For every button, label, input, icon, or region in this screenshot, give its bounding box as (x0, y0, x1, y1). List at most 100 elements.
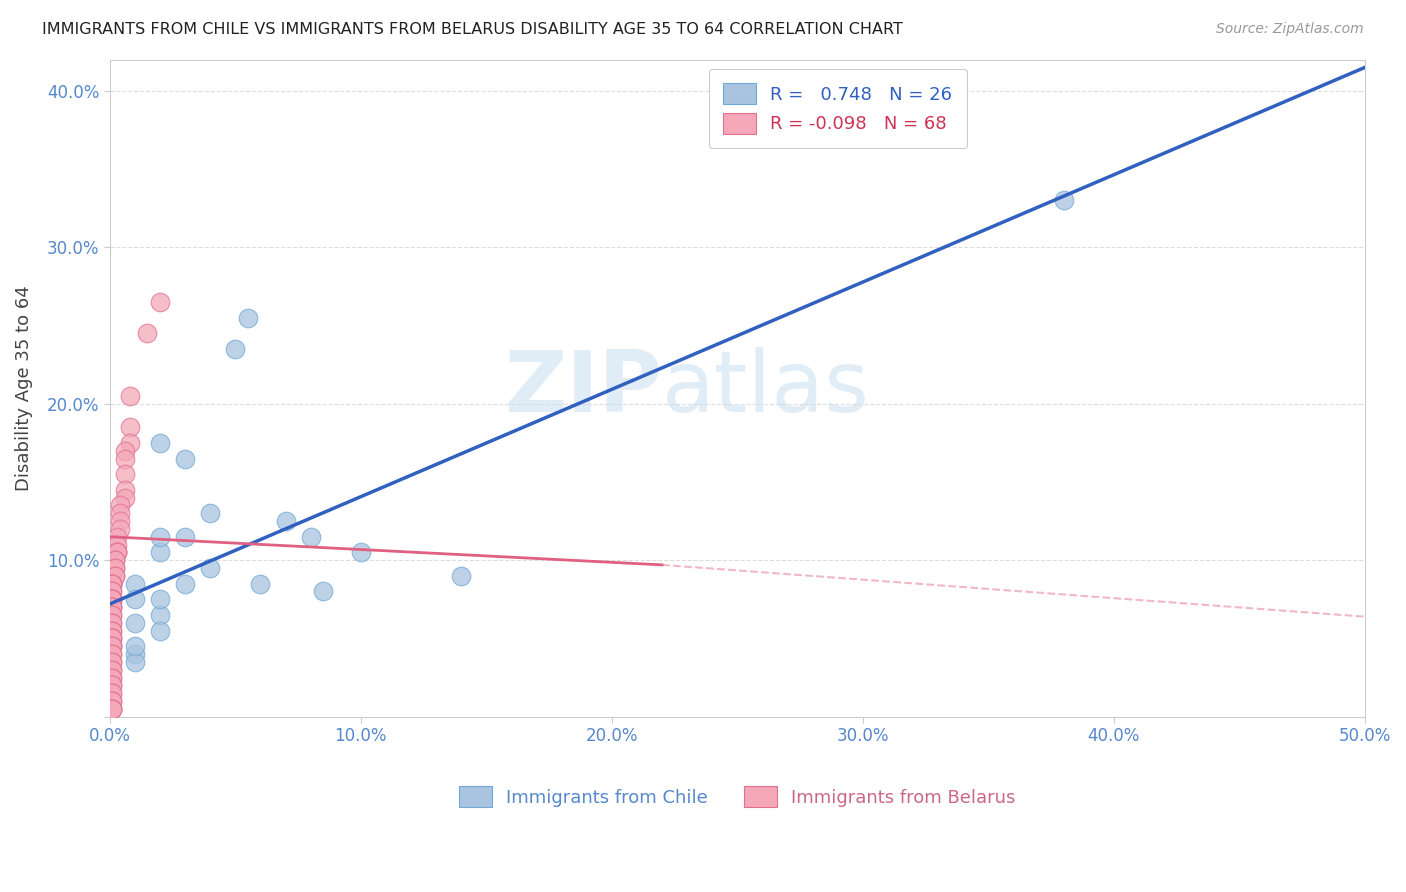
Point (108, 514, 131, 528)
Point (101, 592, 124, 607)
Point (114, 467, 136, 482)
Point (101, 639, 124, 653)
Point (174, 451, 197, 466)
Point (101, 592, 124, 607)
Point (101, 607, 124, 622)
Point (104, 553, 127, 567)
Point (104, 561, 127, 575)
Point (124, 576, 146, 591)
Point (149, 545, 172, 559)
Point (101, 592, 124, 607)
Point (101, 600, 124, 615)
Point (136, 326, 159, 341)
Point (118, 420, 141, 434)
Point (101, 686, 124, 700)
Point (101, 694, 124, 708)
Point (149, 607, 172, 622)
Point (101, 663, 124, 677)
Point (101, 615, 124, 630)
Point (101, 576, 124, 591)
Point (101, 576, 124, 591)
Point (101, 702, 124, 716)
Point (200, 506, 222, 520)
Point (118, 435, 141, 450)
Point (101, 655, 124, 669)
Point (101, 655, 124, 669)
Point (101, 671, 124, 685)
Point (101, 576, 124, 591)
Point (101, 576, 124, 591)
Point (114, 443, 136, 458)
Point (101, 584, 124, 599)
Text: IMMIGRANTS FROM CHILE VS IMMIGRANTS FROM BELARUS DISABILITY AGE 35 TO 64 CORRELA: IMMIGRANTS FROM CHILE VS IMMIGRANTS FROM… (42, 22, 903, 37)
Point (101, 607, 124, 622)
Point (101, 584, 124, 599)
Point (101, 702, 124, 716)
Point (450, 569, 472, 583)
Point (114, 483, 136, 497)
Point (101, 632, 124, 646)
Point (149, 295, 172, 310)
Point (200, 561, 222, 575)
Point (101, 639, 124, 653)
Point (105, 545, 128, 559)
Point (350, 545, 373, 559)
Point (108, 499, 131, 513)
Point (149, 592, 172, 607)
Point (101, 632, 124, 646)
Point (118, 389, 141, 403)
Point (101, 600, 124, 615)
Point (104, 569, 127, 583)
Point (149, 530, 172, 544)
Point (104, 561, 127, 575)
Text: Source: ZipAtlas.com: Source: ZipAtlas.com (1216, 22, 1364, 37)
Point (101, 671, 124, 685)
Point (236, 310, 259, 325)
Point (105, 530, 128, 544)
Point (114, 451, 136, 466)
Point (101, 678, 124, 692)
Point (312, 584, 335, 599)
Point (274, 514, 297, 528)
Text: ZIP: ZIP (505, 347, 662, 430)
Point (124, 655, 146, 669)
Point (101, 639, 124, 653)
Point (101, 647, 124, 661)
Point (105, 537, 128, 551)
Point (108, 506, 131, 520)
Point (101, 702, 124, 716)
Point (101, 615, 124, 630)
Point (105, 545, 128, 559)
Point (299, 530, 322, 544)
Point (101, 686, 124, 700)
Point (101, 632, 124, 646)
Point (108, 522, 131, 536)
Point (101, 694, 124, 708)
Point (101, 702, 124, 716)
Point (101, 624, 124, 638)
Point (101, 678, 124, 692)
Point (149, 435, 172, 450)
Text: atlas: atlas (662, 347, 870, 430)
Y-axis label: Disability Age 35 to 64: Disability Age 35 to 64 (15, 285, 32, 491)
Point (149, 624, 172, 638)
Point (174, 530, 197, 544)
Point (124, 647, 146, 661)
Point (174, 576, 197, 591)
Point (224, 342, 246, 356)
Point (1052, 194, 1074, 208)
Legend: Immigrants from Chile, Immigrants from Belarus: Immigrants from Chile, Immigrants from B… (444, 772, 1029, 822)
Point (101, 647, 124, 661)
Point (101, 624, 124, 638)
Point (104, 553, 127, 567)
Point (105, 545, 128, 559)
Point (249, 576, 271, 591)
Point (101, 663, 124, 677)
Point (114, 491, 136, 505)
Point (124, 615, 146, 630)
Point (101, 592, 124, 607)
Point (124, 639, 146, 653)
Point (124, 592, 146, 607)
Point (104, 569, 127, 583)
Point (101, 600, 124, 615)
